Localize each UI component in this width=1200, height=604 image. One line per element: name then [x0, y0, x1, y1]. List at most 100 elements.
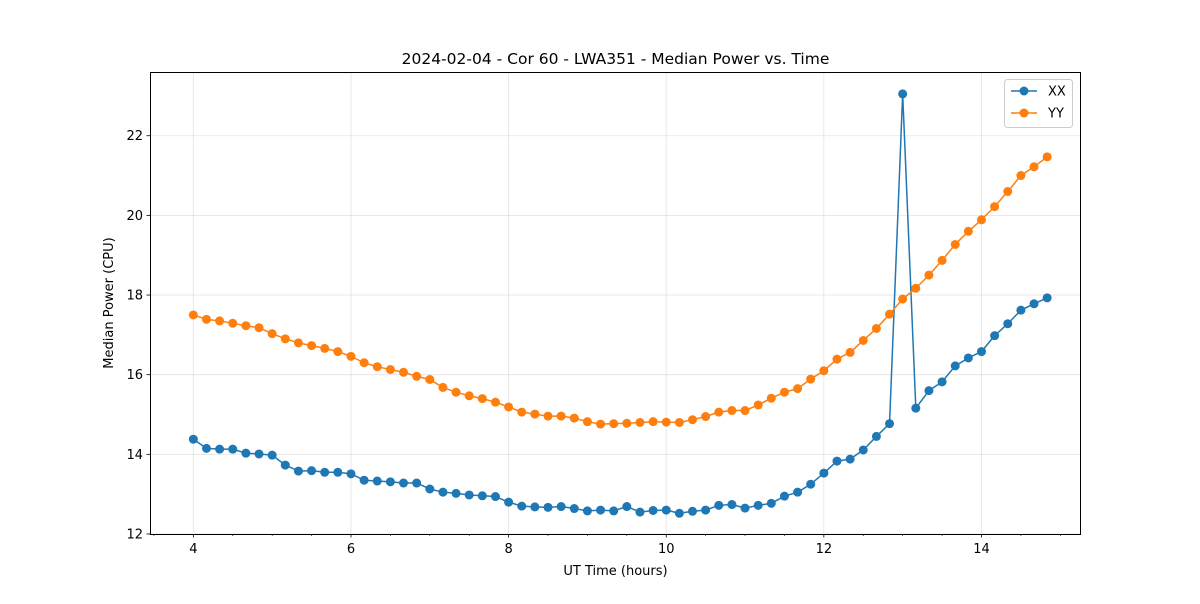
series-yy-point: [687, 415, 697, 425]
series-layer: [188, 89, 1052, 518]
series-yy-point: [399, 367, 409, 377]
series-yy: [188, 152, 1052, 429]
series-xx-point: [517, 501, 527, 511]
series-yy-point: [359, 358, 369, 368]
series-yy-point: [793, 384, 803, 394]
series-yy-point: [635, 417, 645, 427]
series-xx-point: [1003, 319, 1013, 329]
series-xx-point: [596, 505, 606, 515]
x-tick-label-10: 10: [658, 542, 675, 557]
y-axis-label: Median Power (CPU): [102, 237, 117, 368]
y-tick-label-12: 12: [126, 528, 143, 543]
series-xx-point: [687, 506, 697, 516]
series-yy-point: [490, 397, 500, 407]
series-xx-point: [793, 487, 803, 497]
series-yy-point: [254, 323, 264, 333]
legend-yy-marker: [1019, 108, 1029, 118]
y-tick-label-20: 20: [126, 209, 143, 224]
series-yy-point: [779, 387, 789, 397]
series-xx-point: [451, 488, 461, 498]
series-yy-point: [911, 283, 921, 293]
series-yy-point: [819, 366, 829, 376]
series-yy-point: [714, 407, 724, 417]
series-xx-point: [569, 504, 579, 514]
series-xx-point: [438, 487, 448, 497]
series-yy-point: [976, 215, 986, 225]
series-yy-point: [333, 347, 343, 357]
series-yy-point: [1042, 152, 1052, 162]
legend-xx-label: XX: [1048, 85, 1066, 100]
series-xx-point: [582, 506, 592, 516]
series-xx-point: [254, 449, 264, 459]
series-yy-point: [385, 365, 395, 375]
series-yy-point: [845, 347, 855, 357]
series-xx-point: [1029, 299, 1039, 309]
series-yy-point: [1029, 162, 1039, 172]
series-xx-point: [241, 448, 251, 458]
series-xx-point: [280, 460, 290, 470]
series-xx-point: [674, 508, 684, 518]
series-xx-point: [320, 467, 330, 477]
legend-yy-label: YY: [1047, 107, 1064, 122]
series-xx-point: [201, 443, 211, 453]
series-xx-point: [530, 502, 540, 512]
series-xx-point: [753, 500, 763, 510]
series-yy-point: [609, 419, 619, 429]
y-tick-label-14: 14: [126, 448, 143, 463]
series-xx-point: [819, 468, 829, 478]
series-xx-point: [188, 434, 198, 444]
series-xx-line: [192, 93, 1048, 515]
series-xx-point: [766, 498, 776, 508]
series-xx-point: [385, 477, 395, 487]
series-xx-point: [504, 497, 514, 507]
series-yy-point: [740, 406, 750, 416]
series-yy-point: [753, 400, 763, 410]
x-tick-label-12: 12: [816, 542, 833, 557]
legend-xx-marker: [1019, 86, 1029, 96]
series-yy-point: [674, 417, 684, 427]
y-tick-label-16: 16: [126, 368, 143, 383]
series-xx-point: [937, 377, 947, 387]
series-xx-point: [425, 484, 435, 494]
series-yy-point: [307, 341, 317, 351]
series-yy-point: [701, 412, 711, 422]
series-yy-point: [477, 394, 487, 404]
series-xx-point: [845, 454, 855, 464]
series-yy-point: [582, 417, 592, 427]
series-xx-point: [293, 466, 303, 476]
series-yy-point: [569, 413, 579, 423]
series-yy-point: [990, 202, 1000, 212]
series-xx-point: [622, 502, 632, 512]
series-xx: [188, 89, 1052, 518]
series-yy-point: [372, 362, 382, 372]
series-xx-point: [609, 506, 619, 516]
series-yy-point: [280, 334, 290, 344]
series-xx-point: [346, 469, 356, 479]
series-xx-point: [885, 419, 895, 429]
series-xx-point: [412, 478, 422, 488]
series-xx-point: [228, 444, 238, 454]
series-xx-point: [858, 445, 868, 455]
x-tick-label-8: 8: [504, 542, 512, 557]
series-yy-point: [661, 417, 671, 427]
series-xx-point: [359, 475, 369, 485]
series-xx-point: [1042, 293, 1052, 303]
plot-frame: [150, 72, 1081, 535]
series-yy-point: [832, 354, 842, 364]
series-xx-point: [399, 478, 409, 488]
y-tick-label-18: 18: [126, 289, 143, 304]
series-yy-point: [412, 371, 422, 381]
series-xx-point: [963, 353, 973, 363]
series-yy-point: [1003, 186, 1013, 196]
series-yy-point: [517, 407, 527, 417]
series-xx-point: [661, 505, 671, 515]
series-xx-point: [714, 500, 724, 510]
series-yy-point: [530, 409, 540, 419]
series-xx-point: [871, 431, 881, 441]
series-yy-point: [241, 321, 251, 331]
series-yy-point: [556, 411, 566, 421]
series-xx-point: [740, 503, 750, 513]
series-yy-point: [215, 316, 225, 326]
